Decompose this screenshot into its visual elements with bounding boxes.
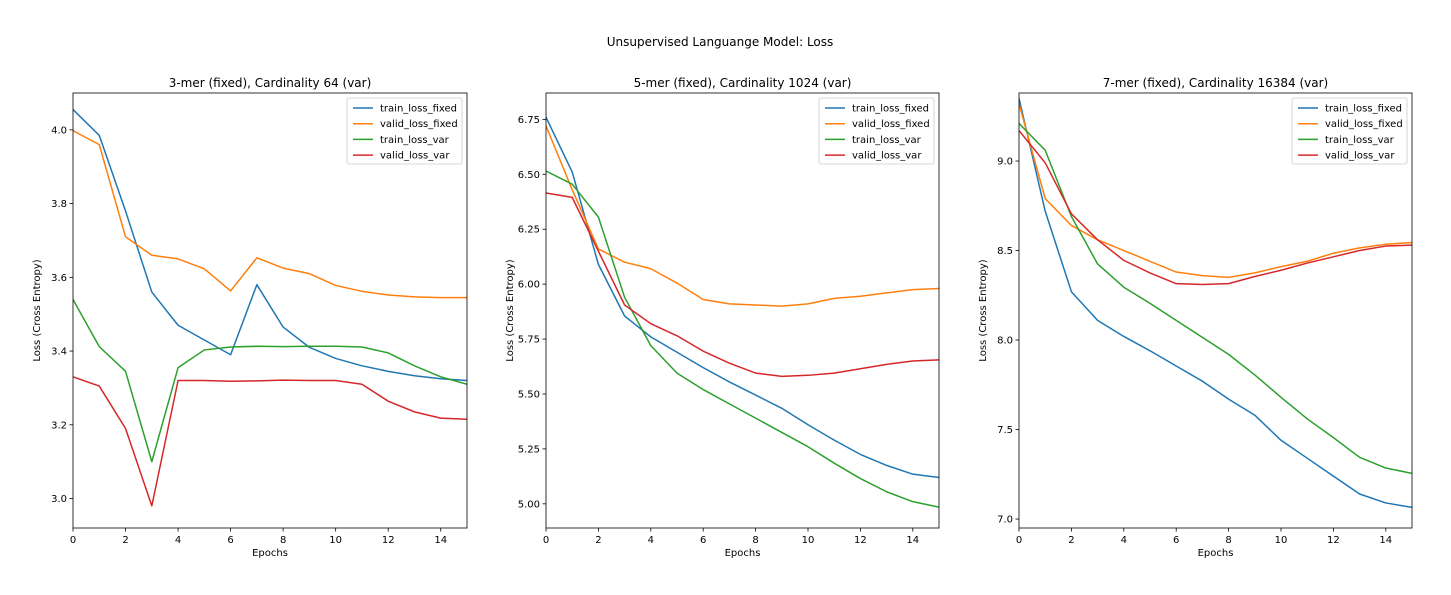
x-tick-label: 12 <box>382 535 395 546</box>
y-tick-label: 5.50 <box>518 389 540 400</box>
legend-label: train_loss_fixed <box>852 104 929 115</box>
y-axis-label: Loss (Cross Entropy) <box>32 259 43 361</box>
subplots: 3-mer (fixed), Cardinality 64 (var) 0 2 4 6 8… <box>32 76 1413 559</box>
subplot-title: 5-mer (fixed), Cardinality 1024 (var) <box>634 76 852 90</box>
x-tick-label: 14 <box>434 535 447 546</box>
x-tick-label: 8 <box>280 535 286 546</box>
subplot-2: 5-mer (fixed), Cardinality 1024 (var) 0 2 4… <box>505 76 940 559</box>
legend-label: train_loss_var <box>1325 135 1395 146</box>
y-axis-label: Loss (Cross Entropy) <box>978 259 989 361</box>
figure-suptitle: Unsupervised Languange Model: Loss <box>607 35 834 49</box>
y-tick-label: 4.0 <box>51 125 67 136</box>
series-line-train-loss-fixed <box>546 116 939 479</box>
y-tick-label: 3.0 <box>51 494 67 505</box>
y-tick-label: 3.6 <box>51 273 67 284</box>
x-axis-label: Epochs <box>725 548 761 559</box>
x-tick-label: 4 <box>1121 535 1127 546</box>
x-tick-label: 6 <box>1173 535 1179 546</box>
axes-frame <box>545 92 940 529</box>
legend-label: valid_loss_fixed <box>852 119 930 130</box>
legend: train_loss_fixed valid_loss_fixed train_lo… <box>1291 97 1408 165</box>
y-tick-label: 3.2 <box>51 420 67 431</box>
x-tick-label: 0 <box>1016 535 1022 546</box>
x-tick-label: 0 <box>543 535 549 546</box>
legend-label: valid_loss_var <box>852 151 922 162</box>
legend-label: valid_loss_var <box>1325 151 1395 162</box>
y-tick-label: 6.00 <box>518 280 540 291</box>
series-line-valid-loss-fixed <box>1019 103 1412 279</box>
x-axis-label: Epochs <box>252 548 288 559</box>
x-tick-label: 14 <box>906 535 919 546</box>
series-line-train-loss-fixed <box>73 109 467 382</box>
x-tick-label: 10 <box>802 535 815 546</box>
y-tick-label: 8.0 <box>997 336 1013 347</box>
y-tick-label: 8.5 <box>997 246 1013 257</box>
legend: train_loss_fixed valid_loss_fixed train_lo… <box>818 97 935 165</box>
series-line-valid-loss-var <box>73 376 467 507</box>
subplot-title: 7-mer (fixed), Cardinality 16384 (var) <box>1103 76 1328 90</box>
legend-label: train_loss_fixed <box>1325 104 1402 115</box>
series-lines <box>546 116 939 508</box>
x-tick-label: 8 <box>752 535 758 546</box>
x-tick-label: 6 <box>227 535 233 546</box>
x-tick-label: 6 <box>700 535 706 546</box>
legend-box <box>1291 97 1408 165</box>
series-line-valid-loss-var <box>546 192 939 378</box>
y-tick-label: 5.75 <box>518 335 540 346</box>
legend: train_loss_fixed valid_loss_fixed train_lo… <box>346 97 463 165</box>
y-tick-label: 3.8 <box>51 199 67 210</box>
series-line-valid-loss-fixed <box>73 129 467 299</box>
y-tick-label: 5.25 <box>518 444 540 455</box>
series-line-train-loss-fixed <box>1019 98 1412 509</box>
x-tick-label: 0 <box>70 535 76 546</box>
x-tick-label: 2 <box>1068 535 1074 546</box>
legend-label: train_loss_var <box>380 135 450 146</box>
legend-box <box>818 97 935 165</box>
x-tick-label: 2 <box>595 535 601 546</box>
axes-frame <box>72 92 468 529</box>
x-tick-label: 14 <box>1379 535 1392 546</box>
series-line-train-loss-var <box>1019 122 1412 475</box>
series-line-train-loss-var <box>546 170 939 508</box>
x-tick-label: 10 <box>329 535 342 546</box>
x-tick-label: 10 <box>1275 535 1288 546</box>
subplot-title: 3-mer (fixed), Cardinality 64 (var) <box>169 76 372 90</box>
subplot-1: 3-mer (fixed), Cardinality 64 (var) 0 2 4 6 8… <box>32 76 468 559</box>
legend-label: train_loss_var <box>852 135 922 146</box>
series-lines <box>73 109 467 507</box>
series-line-train-loss-var <box>73 299 467 463</box>
legend-label: valid_loss_var <box>380 151 450 162</box>
y-tick-label: 7.0 <box>997 515 1013 526</box>
series-lines <box>1019 98 1412 509</box>
series-line-valid-loss-var <box>1019 130 1412 286</box>
legend-label: valid_loss_fixed <box>1325 119 1403 130</box>
y-tick-label: 7.5 <box>997 425 1013 436</box>
subplot-3: 7-mer (fixed), Cardinality 16384 (var) 0 2… <box>978 76 1413 559</box>
legend-label: train_loss_fixed <box>380 104 457 115</box>
x-tick-label: 4 <box>175 535 181 546</box>
x-axis-label: Epochs <box>1198 548 1234 559</box>
y-tick-label: 9.0 <box>997 157 1013 168</box>
axes-frame <box>1018 92 1413 529</box>
x-tick-label: 4 <box>648 535 654 546</box>
legend-box <box>346 97 463 165</box>
y-tick-label: 5.00 <box>518 499 540 510</box>
y-tick-label: 6.50 <box>518 170 540 181</box>
y-tick-label: 6.25 <box>518 225 540 236</box>
y-tick-label: 3.4 <box>51 347 67 358</box>
y-tick-label: 6.75 <box>518 115 540 126</box>
x-tick-label: 12 <box>854 535 867 546</box>
x-tick-label: 12 <box>1327 535 1340 546</box>
legend-label: valid_loss_fixed <box>380 119 458 130</box>
x-tick-label: 8 <box>1225 535 1231 546</box>
y-axis-label: Loss (Cross Entropy) <box>505 259 516 361</box>
x-tick-label: 2 <box>122 535 128 546</box>
